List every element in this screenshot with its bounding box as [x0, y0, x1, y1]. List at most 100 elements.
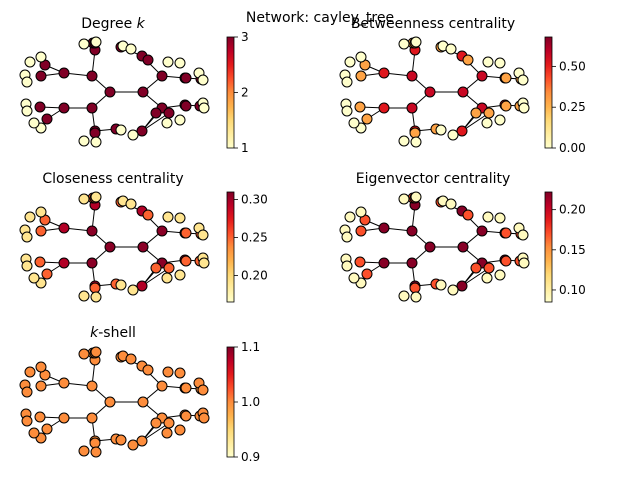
network-node	[58, 412, 70, 424]
network-node	[156, 380, 168, 392]
network-node	[180, 227, 192, 239]
panel-closeness: Closeness centrality 0.20 0.25 0.30	[19, 171, 268, 303]
network-node	[78, 193, 90, 205]
network-node	[78, 38, 90, 50]
network-node	[355, 225, 367, 237]
network-node	[35, 225, 47, 237]
network-node	[494, 114, 506, 126]
network-node	[58, 222, 70, 234]
network-node	[28, 117, 40, 129]
network-node	[482, 211, 494, 223]
network-node	[180, 255, 192, 267]
network-node	[41, 423, 53, 435]
panel-title-prefix: Degree	[81, 16, 136, 32]
network-node	[355, 70, 367, 82]
network-node	[89, 437, 101, 449]
network-node	[398, 38, 410, 50]
figure-suptitle: Network: cayley_tree	[246, 10, 394, 26]
colorbar-tick-label: 0.10	[559, 283, 586, 297]
network-node	[500, 72, 512, 84]
network-node	[518, 257, 530, 269]
network-node	[35, 70, 47, 82]
network-node	[137, 241, 149, 253]
network-node	[127, 129, 139, 141]
network-node	[156, 70, 168, 82]
network-node	[435, 279, 447, 291]
network-node	[28, 272, 40, 284]
panel-degree: Degree k 1 2 3	[19, 16, 249, 155]
panel-title-prefix: Betweenness centrality	[351, 16, 515, 32]
network-nodes	[339, 191, 530, 303]
network-node	[86, 257, 98, 269]
network-node	[180, 410, 192, 422]
network-node	[35, 51, 47, 63]
network-node	[115, 124, 127, 136]
network-node	[58, 257, 70, 269]
colorbar: 0.20 0.25 0.30	[226, 191, 268, 303]
network-node	[78, 348, 90, 360]
network-node	[162, 211, 174, 223]
network-node	[86, 380, 98, 392]
network-node	[483, 262, 495, 274]
network-node	[398, 135, 410, 147]
network-nodes	[339, 36, 530, 148]
network-node	[86, 225, 98, 237]
colorbar-tick-label: 1	[241, 141, 249, 155]
colorbar-gradient	[226, 191, 235, 303]
colorbar-gradient	[226, 36, 235, 149]
network-node	[90, 36, 102, 48]
network-node	[462, 209, 474, 221]
network-node	[470, 107, 482, 119]
network-node	[180, 382, 192, 394]
network-node	[481, 117, 493, 129]
colorbar: 1 2 3	[226, 30, 249, 155]
network-node	[174, 269, 186, 281]
network-node	[197, 384, 209, 396]
network-node	[34, 411, 46, 423]
network-node	[137, 86, 149, 98]
panel-title-suffix: -shell	[98, 325, 136, 341]
colorbar-tick-label: 0.25	[241, 231, 268, 245]
panel-title: Betweenness centrality	[351, 16, 515, 32]
network-node	[89, 282, 101, 294]
network-node	[162, 366, 174, 378]
network-node	[198, 102, 210, 114]
network-node	[90, 446, 102, 458]
network-node	[482, 56, 494, 68]
network-node	[410, 191, 422, 203]
network-node	[341, 105, 353, 117]
network-node	[435, 124, 447, 136]
network-node	[406, 102, 418, 114]
network-node	[89, 127, 101, 139]
network-node	[494, 269, 506, 281]
panel-title: k-shell	[90, 325, 136, 341]
colorbar-tick-label: 0.30	[241, 193, 268, 207]
network-node	[341, 260, 353, 272]
network-node	[445, 198, 457, 210]
network-node	[127, 439, 139, 451]
network-node	[35, 380, 47, 392]
colorbar-gradient	[544, 191, 553, 303]
colorbar-tick-label: 1.0	[241, 395, 260, 409]
network-node	[90, 291, 102, 303]
network-node	[355, 206, 367, 218]
network-node	[104, 86, 116, 98]
network-node	[445, 43, 457, 55]
network-node	[476, 225, 488, 237]
network-node	[127, 284, 139, 296]
network-node	[34, 256, 46, 268]
network-node	[142, 209, 154, 221]
network-node	[86, 102, 98, 114]
network-node	[136, 435, 148, 447]
network-node	[78, 135, 90, 147]
network-node	[125, 43, 137, 55]
network-node	[41, 268, 53, 280]
network-node	[150, 262, 162, 274]
network-node	[424, 86, 436, 98]
network-node	[517, 74, 529, 86]
colorbar-tick-label: 0.00	[559, 141, 586, 155]
network-node	[500, 100, 512, 112]
colorbar-tick-label: 0.20	[559, 203, 586, 217]
network-node	[41, 113, 53, 125]
